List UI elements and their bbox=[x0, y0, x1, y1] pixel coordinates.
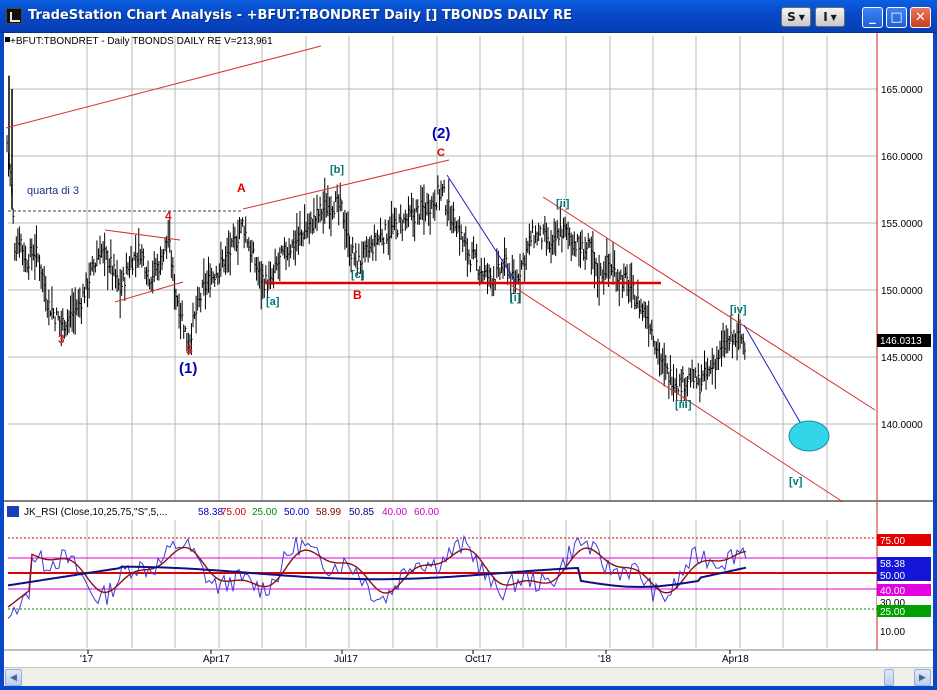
label-wave-b: [b] bbox=[330, 164, 344, 176]
target-zone[interactable] bbox=[788, 420, 830, 452]
close-button[interactable]: ✕ bbox=[910, 7, 931, 28]
price-axis: 165.0000 160.0000 155.0000 150.0000 145.0000… bbox=[881, 85, 923, 431]
price-tick-label: 155.0000 bbox=[881, 219, 923, 230]
rsi-readout: 40.00 bbox=[382, 507, 407, 518]
label-quarta-di-3: quarta di 3 bbox=[27, 185, 79, 197]
label-wave-4: 4 bbox=[165, 209, 172, 223]
rsi-signal-line bbox=[7, 546, 747, 608]
rsi-readout: 58.38 bbox=[198, 507, 223, 518]
rsi-value-badge-text: 50.00 bbox=[880, 571, 905, 582]
projection-line[interactable] bbox=[743, 324, 809, 437]
price-tick-label: 165.0000 bbox=[881, 85, 923, 96]
time-axis-label: Oct17 bbox=[465, 654, 492, 665]
rsi-readout: 50.85 bbox=[349, 507, 374, 518]
rsi-value-badge bbox=[877, 557, 931, 569]
rsi-readouts: 58.38 75.00 25.00 50.00 58.99 50.85 40.0… bbox=[198, 507, 439, 518]
rsi-value-badge-text: 30.00 bbox=[880, 598, 905, 609]
rsi-value-badge bbox=[877, 569, 931, 581]
rsi-value-badge bbox=[877, 534, 931, 546]
minimize-button[interactable]: _ bbox=[862, 7, 883, 28]
rsi-value-badge bbox=[877, 605, 931, 617]
rsi-value-badge-text: 75.00 bbox=[880, 536, 905, 547]
trend-lines bbox=[5, 45, 876, 503]
rsi-value-badge-text: 40.00 bbox=[880, 586, 905, 597]
label-wave-v: [v] bbox=[789, 476, 803, 488]
rsi-fast-line bbox=[7, 534, 747, 619]
price-tick-label: 140.0000 bbox=[881, 420, 923, 431]
chevron-down-icon: ▼ bbox=[798, 13, 805, 22]
label-wave-i: [i] bbox=[510, 292, 521, 304]
title-bar: TradeStation Chart Analysis - +BFUT:TBON… bbox=[0, 0, 937, 33]
rsi-grid bbox=[86, 520, 828, 648]
grid bbox=[8, 36, 877, 500]
label-wave-ii: [ii] bbox=[556, 198, 570, 210]
arrow-left-icon: ◀ bbox=[10, 672, 17, 682]
label-wave-B: B bbox=[353, 288, 362, 302]
rsi-readout: 50.00 bbox=[284, 507, 309, 518]
label-wave-5: 5 bbox=[186, 343, 193, 357]
time-axis-label: Jul17 bbox=[334, 654, 358, 665]
time-axis-label: '18 bbox=[598, 654, 611, 665]
rsi-readout: 60.00 bbox=[414, 507, 439, 518]
label-wave-1-major: (1) bbox=[179, 360, 197, 377]
label-wave-c: [c] bbox=[351, 269, 365, 281]
label-wave-iii: [iii] bbox=[675, 399, 692, 411]
channel-upper-line[interactable] bbox=[542, 196, 876, 411]
scroll-thumb[interactable] bbox=[884, 669, 894, 686]
upper-trendline[interactable] bbox=[5, 45, 322, 129]
rsi-value-badge-text: 58.38 bbox=[880, 559, 905, 570]
triangle-lower-line[interactable] bbox=[114, 281, 184, 303]
rsi-indicator-name: JK_RSI (Close,10,25,75,"S",5,... bbox=[24, 507, 167, 518]
label-wave-a: [a] bbox=[266, 296, 280, 308]
triangle-upper-line[interactable] bbox=[104, 229, 181, 241]
maximize-icon: □ bbox=[890, 10, 903, 25]
rsi-slow-line bbox=[7, 565, 747, 588]
arrow-right-icon: ▶ bbox=[919, 672, 926, 682]
chart-icon[interactable] bbox=[6, 8, 22, 24]
wave-labels: quarta di 3 3 4 5 (1) (2) A B C [a] [b] … bbox=[27, 125, 803, 488]
s-menu-button[interactable]: S ▼ bbox=[781, 7, 811, 27]
channel-lower-line[interactable] bbox=[507, 282, 844, 503]
minimize-icon: _ bbox=[869, 10, 876, 25]
last-price-text: 146.0313 bbox=[880, 336, 922, 347]
price-tick-label: 160.0000 bbox=[881, 152, 923, 163]
i-menu-button[interactable]: I ▼ bbox=[815, 7, 845, 27]
label-wave-3: 3 bbox=[58, 332, 65, 346]
symbol-header: +BFUT:TBONDRET - Daily TBONDS DAILY RE V… bbox=[10, 36, 273, 47]
chevron-down-icon: ▼ bbox=[830, 13, 837, 22]
horizontal-scrollbar[interactable]: ◀ ▶ bbox=[4, 667, 933, 686]
scroll-right-button[interactable]: ▶ bbox=[914, 669, 931, 686]
rsi-tick-10: 10.00 bbox=[880, 627, 905, 638]
price-bars bbox=[6, 75, 746, 408]
label-wave-iv: [iv] bbox=[730, 304, 747, 316]
last-price-badge bbox=[877, 334, 931, 347]
window-title: TradeStation Chart Analysis - +BFUT:TBON… bbox=[28, 8, 573, 23]
label-wave-C: C bbox=[437, 147, 445, 159]
time-axis-label: Apr18 bbox=[722, 654, 749, 665]
rsi-readout: 58.99 bbox=[316, 507, 341, 518]
label-wave-A: A bbox=[237, 181, 246, 195]
chart-window bbox=[0, 33, 937, 690]
abc-channel-line[interactable] bbox=[242, 159, 450, 210]
time-axis-label: Apr17 bbox=[203, 654, 230, 665]
wave2-decline-line[interactable] bbox=[446, 174, 517, 283]
rsi-value-badge bbox=[877, 584, 931, 596]
rsi-readout: 75.00 bbox=[221, 507, 246, 518]
rsi-value-badge-text: 25.00 bbox=[880, 607, 905, 618]
scroll-left-button[interactable]: ◀ bbox=[5, 669, 22, 686]
close-icon: ✕ bbox=[915, 10, 926, 25]
price-tick-label: 145.0000 bbox=[881, 353, 923, 364]
symbol-marker bbox=[5, 37, 10, 42]
label-wave-2-major: (2) bbox=[432, 125, 450, 142]
price-tick-label: 150.0000 bbox=[881, 286, 923, 297]
rsi-lines bbox=[7, 534, 747, 619]
time-axis-label: '17 bbox=[80, 654, 93, 665]
rsi-readout: 25.00 bbox=[252, 507, 277, 518]
indicator-icon[interactable] bbox=[7, 506, 19, 517]
time-axis: '17 Apr17 Jul17 Oct17 '18 Apr18 bbox=[80, 650, 749, 665]
maximize-button[interactable]: □ bbox=[886, 7, 907, 28]
